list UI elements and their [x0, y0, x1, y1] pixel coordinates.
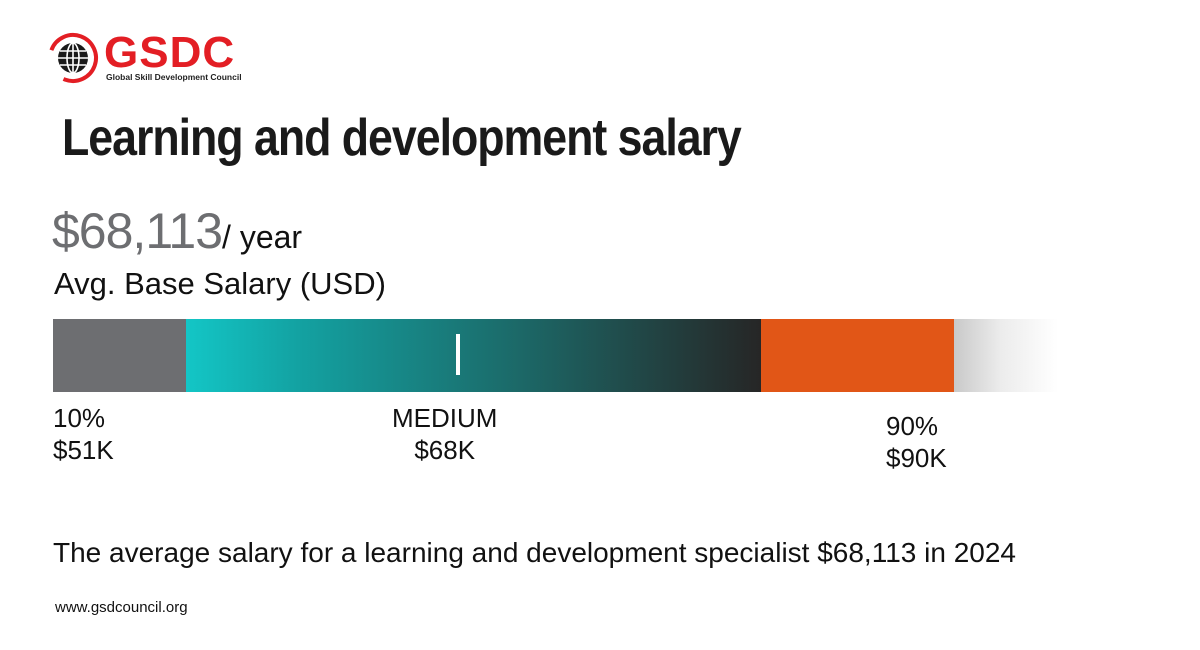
high-segment — [761, 319, 954, 392]
low-segment — [53, 319, 186, 392]
median-value: $68K — [414, 435, 476, 465]
globe-icon — [48, 33, 98, 83]
salary-figure: $68,113/ year — [52, 202, 302, 260]
median-segment — [186, 319, 761, 392]
median-marker — [456, 334, 460, 375]
salary-range-bar — [53, 319, 1058, 392]
salary-unit: / year — [222, 219, 303, 255]
logo-text: GSDC — [104, 28, 236, 77]
median-percentile: MEDIUM — [392, 403, 498, 433]
page-title: Learning and development salary — [62, 109, 742, 167]
logo-subtitle: Global Skill Development Council — [106, 72, 242, 82]
salary-amount: $68,113 — [52, 203, 223, 259]
low-value: $51K — [53, 435, 114, 465]
website-link[interactable]: www.gsdcouncil.org — [55, 599, 188, 616]
gsdc-logo: GSDC Global Skill Development Council — [46, 28, 246, 86]
low-label: 10% $51K — [53, 402, 114, 466]
salary-label: Avg. Base Salary (USD) — [54, 266, 386, 301]
low-percentile: 10% — [53, 403, 106, 433]
summary-text: The average salary for a learning and de… — [53, 537, 1016, 568]
fade-segment — [954, 319, 1058, 392]
high-label: 90% $90K — [886, 410, 947, 474]
median-label: MEDIUM $68K — [392, 402, 497, 466]
high-value: $90K — [886, 443, 947, 473]
high-percentile: 90% — [886, 411, 939, 441]
